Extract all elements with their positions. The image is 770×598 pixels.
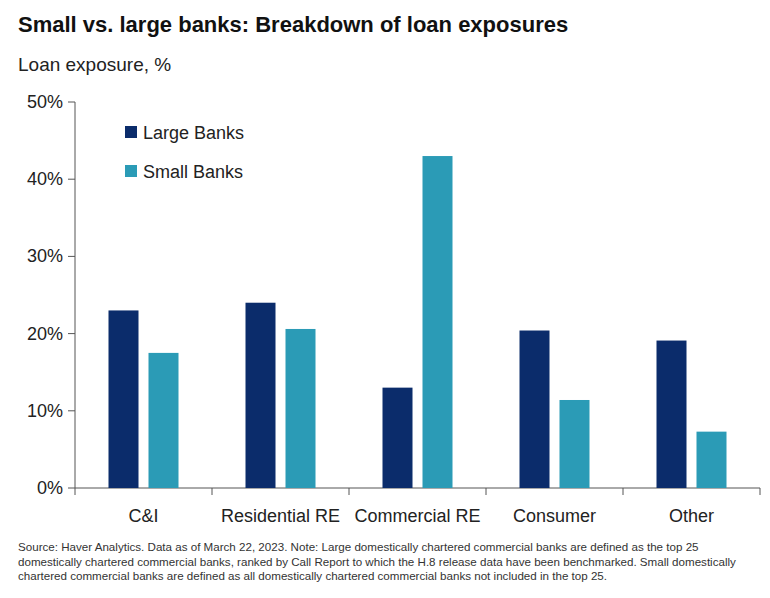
x-tick-label: Commercial RE bbox=[354, 506, 480, 526]
y-tick bbox=[68, 333, 75, 334]
y-tick bbox=[68, 256, 75, 257]
bar bbox=[286, 329, 316, 488]
bar bbox=[246, 303, 276, 488]
bar bbox=[560, 400, 590, 488]
legend-swatch bbox=[125, 165, 137, 177]
bar bbox=[383, 388, 413, 488]
source-note: Source: Haver Analytics. Data as of Marc… bbox=[18, 540, 760, 584]
y-axis bbox=[75, 102, 76, 488]
chart: Small vs. large banks: Breakdown of loan… bbox=[0, 0, 770, 540]
x-tick-label: C&I bbox=[128, 506, 158, 526]
bar bbox=[423, 156, 453, 488]
x-separator bbox=[75, 488, 76, 495]
legend-swatch bbox=[125, 126, 137, 138]
bar bbox=[697, 432, 727, 488]
y-tick bbox=[68, 488, 75, 489]
bar bbox=[657, 341, 687, 488]
title: Small vs. large banks: Breakdown of loan… bbox=[18, 12, 568, 37]
y-tick-label: 40% bbox=[27, 169, 63, 189]
x-separator bbox=[760, 488, 761, 495]
x-tick-label: Residential RE bbox=[221, 506, 340, 526]
bar bbox=[149, 353, 179, 488]
x-separator bbox=[623, 488, 624, 495]
y-tick-label: 20% bbox=[27, 324, 63, 344]
x-separator bbox=[212, 488, 213, 495]
subtitle: Loan exposure, % bbox=[18, 54, 171, 75]
legend-label: Small Banks bbox=[143, 162, 243, 182]
x-separator bbox=[486, 488, 487, 495]
y-tick-label: 50% bbox=[27, 92, 63, 112]
legend-label: Large Banks bbox=[143, 123, 244, 143]
bar bbox=[109, 310, 139, 488]
x-tick-label: Consumer bbox=[513, 506, 596, 526]
y-tick bbox=[68, 102, 75, 103]
y-tick bbox=[68, 410, 75, 411]
y-tick-label: 0% bbox=[37, 478, 63, 498]
bars bbox=[109, 156, 727, 488]
legend: Large Banks Small Banks bbox=[125, 123, 244, 182]
y-tick-label: 30% bbox=[27, 246, 63, 266]
y-tick-label: 10% bbox=[27, 401, 63, 421]
bar bbox=[520, 331, 550, 488]
x-tick-label: Other bbox=[669, 506, 714, 526]
y-tick bbox=[68, 179, 75, 180]
x-separator bbox=[349, 488, 350, 495]
